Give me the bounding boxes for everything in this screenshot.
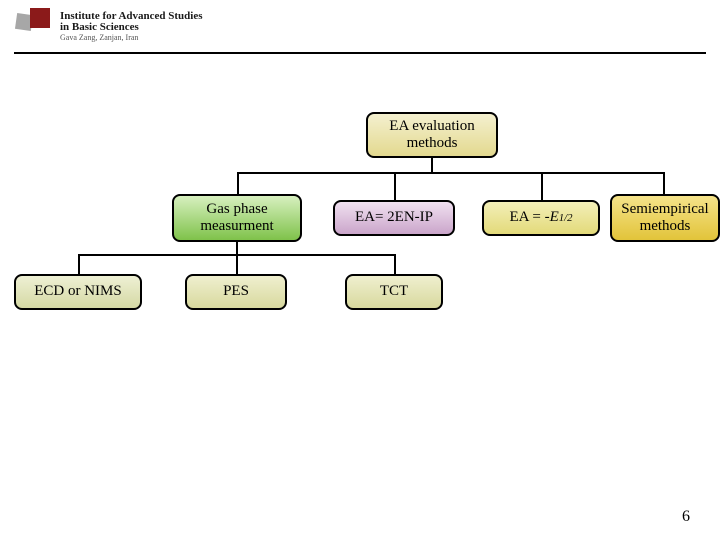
institute-line3: Gava Zang, Zanjan, Iran xyxy=(60,34,203,42)
institute-header: Institute for Advanced Studies in Basic … xyxy=(16,8,203,44)
institute-line2: in Basic Sciences xyxy=(60,22,203,33)
tree-connector xyxy=(237,172,239,194)
tree-connector xyxy=(431,158,433,172)
header-divider xyxy=(14,52,706,54)
tree-connector xyxy=(541,172,543,200)
tree-node-semi: Semiempiricalmethods xyxy=(610,194,720,242)
tree-connector xyxy=(394,254,396,274)
tree-connector xyxy=(78,254,80,274)
tree-node-pes: PES xyxy=(185,274,287,310)
tree-connector xyxy=(394,172,396,200)
tree-node-gas: Gas phasemeasurment xyxy=(172,194,302,242)
page-number: 6 xyxy=(682,508,690,526)
tree-node-ea2en: EA= 2EN-IP xyxy=(333,200,455,236)
tree-node-tct: TCT xyxy=(345,274,443,310)
tree-node-eaE12: EA = -E1/2 xyxy=(482,200,600,236)
institute-text: Institute for Advanced Studies in Basic … xyxy=(60,11,203,42)
institute-logo xyxy=(16,8,52,44)
tree-node-root: EA evaluationmethods xyxy=(366,112,498,158)
tree-connector xyxy=(237,172,665,174)
institute-line1: Institute for Advanced Studies xyxy=(60,11,203,22)
tree-connector xyxy=(236,254,238,274)
tree-connector xyxy=(663,172,665,194)
tree-connector xyxy=(236,242,238,254)
tree-node-ecd: ECD or NIMS xyxy=(14,274,142,310)
